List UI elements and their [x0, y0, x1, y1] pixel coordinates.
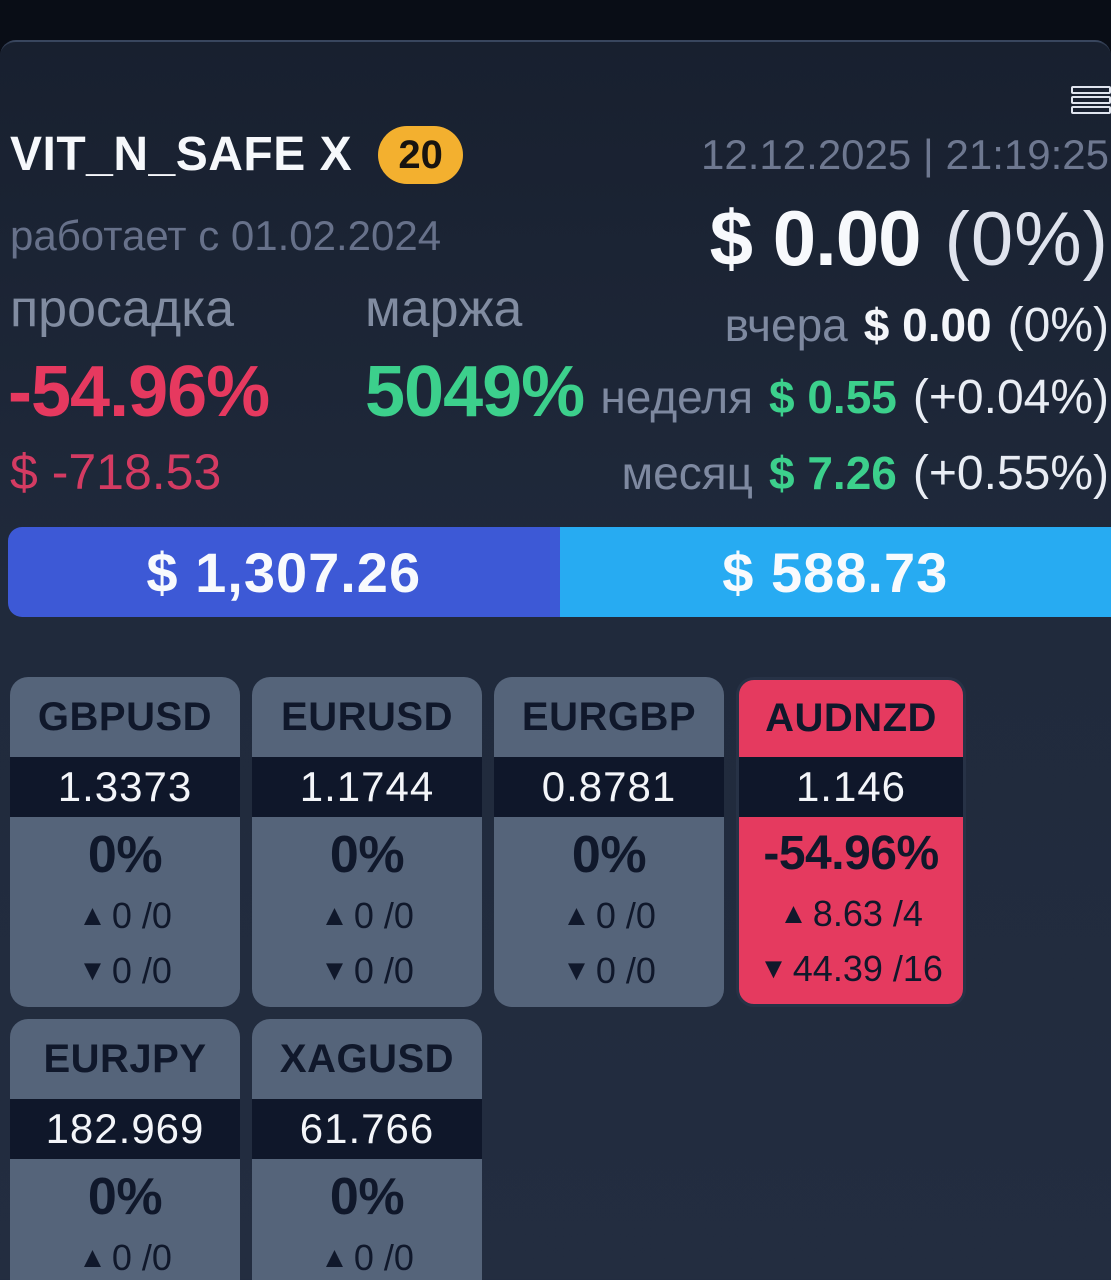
drawdown-label: просадка: [10, 280, 235, 338]
pair-stats: 0% ▲ 0 /0 ▼ 0 /0: [10, 1159, 240, 1280]
pair-down-row: ▼ 0 /0: [320, 949, 414, 993]
pair-stats: -54.96% ▲ 8.63 /4 ▼ 44.39 /16: [739, 817, 963, 1004]
pair-card-eurusd[interactable]: EURUSD 1.1744 0% ▲ 0 /0 ▼ 0 /0: [252, 677, 482, 1007]
margin-pct: 5049%: [365, 352, 585, 432]
period-value: $ 0.00: [863, 299, 992, 351]
pair-symbol: GBPUSD: [37, 694, 213, 739]
period-label: вчера: [724, 299, 848, 351]
pair-pct: 0%: [329, 825, 405, 884]
drawdown-pct: -54.96%: [8, 352, 270, 432]
up-arrow-icon: ▲: [562, 899, 591, 932]
pair-symbol: AUDNZD: [765, 696, 937, 740]
pair-price: 0.8781: [494, 757, 724, 817]
period-pct: (+0.04%): [912, 371, 1109, 424]
total-pnl: $ 0.00 (0%): [710, 196, 1109, 283]
pair-up-row: ▲ 0 /0: [78, 1236, 172, 1280]
pair-up-row: ▲ 8.63 /4: [779, 892, 923, 936]
balance-segment-left[interactable]: $ 1,307.26: [8, 527, 560, 617]
period-value: $ 7.26: [768, 447, 897, 499]
pair-pct: 0%: [87, 1167, 163, 1226]
total-pnl-value: $ 0.00: [709, 194, 922, 282]
pair-card-eurjpy[interactable]: EURJPY 182.969 0% ▲ 0 /0 ▼ 0 /0: [10, 1019, 240, 1280]
pair-price: 61.766: [252, 1099, 482, 1159]
pair-stats: 0% ▲ 0 /0 ▼ 0 /0: [252, 1159, 482, 1280]
pairs-count-badge[interactable]: 20: [378, 126, 464, 184]
pair-down-value: 0 /0: [595, 950, 656, 992]
balance-right-value: $ 588.73: [722, 540, 949, 604]
pair-card-xagusd[interactable]: XAGUSD 61.766 0% ▲ 0 /0 ▼ 0 /0: [252, 1019, 482, 1280]
pair-up-row: ▲ 0 /0: [78, 894, 172, 938]
period-row-month: месяц $ 7.26 (+0.55%): [622, 446, 1109, 501]
period-label: неделя: [600, 371, 753, 423]
balance-segment-right[interactable]: $ 588.73: [559, 527, 1111, 617]
pair-down-value: 44.39 /16: [792, 947, 943, 989]
down-arrow-icon: ▼: [562, 955, 591, 988]
pair-price: 1.146: [739, 757, 963, 817]
main-panel: VIT_N_SAFE X 20 12.12.2025 | 21:19:25 ра…: [0, 40, 1111, 1280]
period-pct: (+0.55%): [912, 447, 1109, 500]
pair-symbol: EURGBP: [521, 694, 697, 739]
up-arrow-icon: ▲: [779, 898, 808, 931]
pair-price: 1.3373: [10, 757, 240, 817]
down-arrow-icon: ▼: [320, 955, 349, 988]
pair-price: 1.1744: [252, 757, 482, 817]
pair-down-row: ▼ 44.39 /16: [759, 947, 943, 991]
pair-pct: 0%: [571, 825, 647, 884]
period-row-week: неделя $ 0.55 (+0.04%): [600, 370, 1109, 425]
pair-symbol: EURJPY: [43, 1036, 207, 1081]
pair-down-value: 0 /0: [111, 950, 172, 992]
pair-up-value: 0 /0: [595, 894, 656, 936]
pair-pct: -54.96%: [763, 827, 939, 881]
pair-card-eurgbp[interactable]: EURGBP 0.8781 0% ▲ 0 /0 ▼ 0 /0: [494, 677, 724, 1007]
up-arrow-icon: ▲: [78, 1241, 107, 1274]
balance-left-value: $ 1,307.26: [146, 540, 422, 604]
up-arrow-icon: ▲: [320, 899, 349, 932]
pair-up-row: ▲ 0 /0: [320, 1236, 414, 1280]
pair-symbol: XAGUSD: [279, 1036, 455, 1081]
period-pct: (0%): [1007, 299, 1109, 352]
pair-down-value: 0 /0: [353, 950, 414, 992]
account-header: VIT_N_SAFE X 20: [10, 126, 464, 184]
pair-up-value: 0 /0: [353, 894, 414, 936]
pair-price: 182.969: [10, 1099, 240, 1159]
since-label: работает с 01.02.2024: [10, 212, 442, 259]
up-arrow-icon: ▲: [78, 899, 107, 932]
pair-up-value: 8.63 /4: [812, 893, 923, 935]
pair-pct: 0%: [87, 825, 163, 884]
pair-stats: 0% ▲ 0 /0 ▼ 0 /0: [494, 817, 724, 1007]
pair-down-row: ▼ 0 /0: [78, 949, 172, 993]
pair-card-audnzd[interactable]: AUDNZD 1.146 -54.96% ▲ 8.63 /4 ▼ 44.39 /…: [736, 677, 966, 1007]
pair-symbol: EURUSD: [281, 694, 453, 739]
pair-up-value: 0 /0: [111, 894, 172, 936]
drawdown-amount: $ -718.53: [10, 444, 222, 500]
pair-up-value: 0 /0: [111, 1236, 172, 1278]
pair-pct: 0%: [329, 1167, 405, 1226]
pair-up-value: 0 /0: [353, 1236, 414, 1278]
margin-label: маржа: [365, 280, 523, 338]
balance-bar: $ 1,307.26 $ 588.73: [8, 527, 1111, 617]
menu-icon[interactable]: [1071, 86, 1111, 116]
pair-down-row: ▼ 0 /0: [562, 949, 656, 993]
pair-stats: 0% ▲ 0 /0 ▼ 0 /0: [252, 817, 482, 1007]
period-row-yesterday: вчера $ 0.00 (0%): [725, 298, 1109, 353]
down-arrow-icon: ▼: [759, 952, 788, 985]
pair-up-row: ▲ 0 /0: [562, 894, 656, 938]
datetime-label: 12.12.2025 | 21:19:25: [701, 131, 1109, 178]
period-label: месяц: [621, 447, 753, 499]
account-title: VIT_N_SAFE X: [10, 128, 353, 181]
pairs-grid: GBPUSD 1.3373 0% ▲ 0 /0 ▼ 0 /0 EURUSD 1.…: [10, 677, 966, 1280]
pair-card-gbpusd[interactable]: GBPUSD 1.3373 0% ▲ 0 /0 ▼ 0 /0: [10, 677, 240, 1007]
status-bar: [0, 0, 1111, 40]
pair-stats: 0% ▲ 0 /0 ▼ 0 /0: [10, 817, 240, 1007]
pair-up-row: ▲ 0 /0: [320, 894, 414, 938]
down-arrow-icon: ▼: [78, 955, 107, 988]
total-pnl-pct: (0%): [944, 197, 1109, 282]
up-arrow-icon: ▲: [320, 1241, 349, 1274]
period-value: $ 0.55: [768, 371, 897, 423]
